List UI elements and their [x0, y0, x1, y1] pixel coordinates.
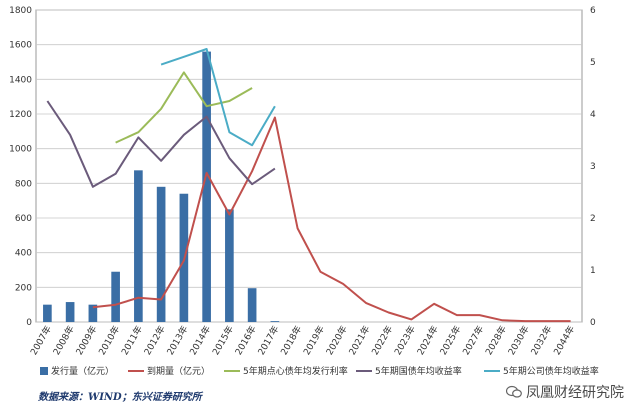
x-tick-label: 2018年 — [278, 324, 304, 358]
x-tick-label: 2014年 — [187, 324, 213, 358]
x-tick-label: 2023年 — [392, 324, 418, 358]
x-tick-label: 2017年 — [255, 324, 281, 358]
data-source-note: 数据来源：WIND；东兴证券研究所 — [38, 392, 202, 403]
legend-label: 到期量（亿元） — [147, 365, 210, 377]
y-left-tick-label: 400 — [15, 249, 32, 259]
x-tick-label: 2022年 — [369, 324, 395, 358]
y-right-tick-label: 0 — [590, 318, 596, 328]
x-tick-label: 2011年 — [119, 324, 145, 358]
x-tick-label: 2028年 — [483, 324, 509, 358]
x-tick-label: 2030年 — [505, 324, 531, 358]
x-tick-label: 2021年 — [346, 324, 372, 358]
x-tick-label: 2019年 — [301, 324, 327, 358]
x-tick-label: 2015年 — [210, 324, 236, 358]
x-tick-label: 2044年 — [551, 324, 577, 358]
chat-bubble-icon — [506, 385, 522, 398]
y-left-tick-label: 600 — [15, 214, 32, 224]
y-left-tick-label: 1000 — [9, 145, 32, 155]
x-tick-label: 2008年 — [50, 324, 76, 358]
y-left-tick-label: 0 — [26, 318, 32, 328]
y-left-tick-label: 1600 — [9, 41, 32, 51]
x-tick-label: 2009年 — [73, 324, 99, 358]
legend-label: 发行量（亿元） — [51, 365, 114, 377]
legend-label: 5年期国债年均收益率 — [375, 365, 462, 377]
y-left-tick-label: 1400 — [9, 75, 32, 85]
y-right-tick-label: 6 — [590, 6, 596, 16]
y-left-tick-label: 1800 — [9, 6, 32, 16]
x-tick-label: 2010年 — [96, 324, 122, 358]
series-line — [115, 71, 253, 144]
y-right-tick-label: 5 — [590, 58, 596, 68]
x-tick-label: 2013年 — [164, 324, 190, 358]
watermark-text: 凤凰财经研究院 — [526, 385, 624, 401]
bar — [270, 321, 280, 322]
watermark: 凤凰财经研究院 — [506, 382, 624, 402]
series-line — [160, 48, 276, 147]
bar — [134, 170, 143, 322]
bar — [247, 288, 257, 322]
bar — [88, 304, 98, 322]
x-tick-label: 2020年 — [323, 324, 349, 358]
bar — [111, 271, 120, 322]
bar — [65, 302, 75, 322]
x-tick-label: 2027年 — [460, 324, 486, 358]
bar — [43, 304, 52, 322]
x-tick-label: 2012年 — [141, 324, 167, 358]
y-right-tick-label: 1 — [590, 266, 596, 276]
bar — [202, 51, 211, 322]
series-line — [92, 116, 571, 323]
y-left-tick-label: 200 — [15, 283, 32, 293]
x-tick-label: 2007年 — [28, 324, 54, 358]
bar — [225, 209, 234, 322]
legend-swatch — [40, 367, 48, 375]
legend-label: 5年期点心债年均发行利率 — [243, 365, 348, 377]
series-line — [46, 100, 276, 188]
chart: 0 200 400 600 800 1000 1200 1400 1600 1800 0 1 2 3 4 5 6… — [9, 6, 599, 377]
x-tick-label: 2024年 — [414, 324, 440, 358]
y-right-tick-label: 3 — [590, 162, 596, 172]
y-right-tick-label: 2 — [590, 214, 596, 224]
legend-label: 5年期公司债年均收益率 — [503, 365, 599, 377]
bar — [156, 186, 166, 322]
y-left-tick-label: 800 — [15, 179, 32, 189]
x-tick-label: 2025年 — [437, 324, 463, 358]
x-tick-label: 2032年 — [528, 324, 554, 358]
x-tick-label: 2016年 — [232, 324, 258, 358]
y-left-tick-label: 1200 — [9, 110, 32, 120]
y-right-tick-label: 4 — [590, 110, 596, 120]
